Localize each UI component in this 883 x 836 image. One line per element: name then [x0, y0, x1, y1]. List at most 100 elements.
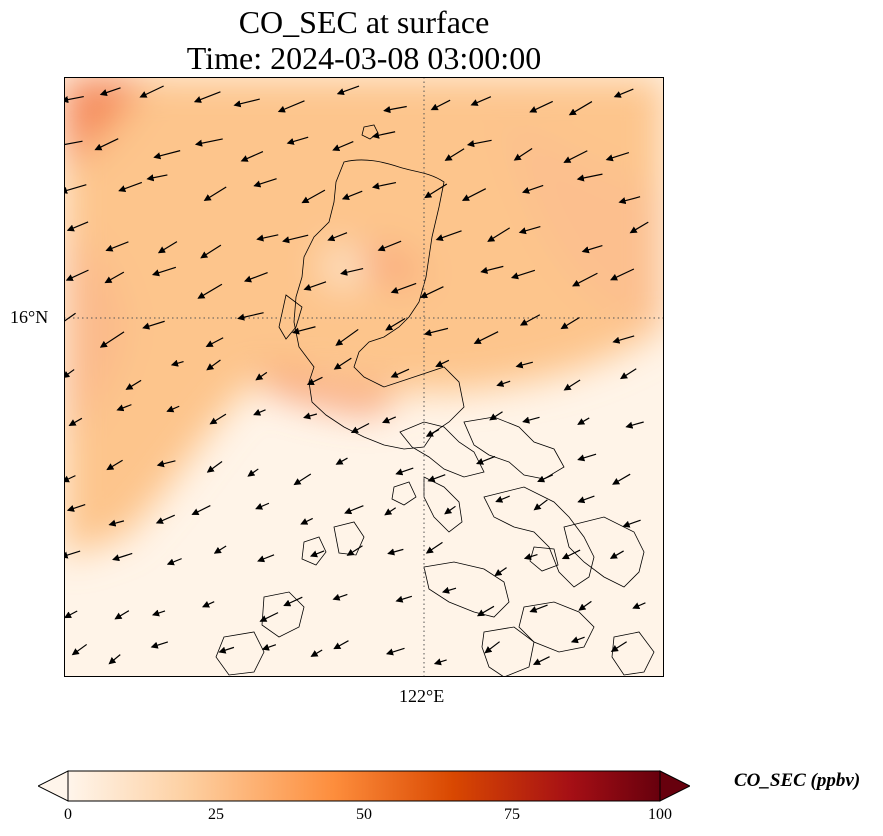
lat-tick-label: 16°N: [10, 307, 49, 327]
wind-arrow: [291, 326, 316, 335]
wind-arrow: [209, 413, 227, 425]
wind-arrow: [529, 100, 553, 113]
wind-arrow: [425, 541, 443, 554]
wind-arrow: [610, 268, 635, 281]
wind-arrow: [487, 227, 510, 242]
wind-arrow: [71, 643, 88, 656]
wind-arrow: [99, 331, 125, 348]
wind-arrow: [420, 286, 444, 298]
wind-arrow: [578, 600, 592, 611]
colorbar-tick: 25: [208, 806, 224, 823]
wind-arrow: [283, 596, 303, 607]
colorbar-gradient: [67, 770, 661, 802]
wind-arrow: [533, 499, 548, 511]
wind-arrow: [495, 495, 510, 503]
wind-arrow: [461, 188, 487, 201]
wind-arrow: [529, 604, 548, 613]
wind-arrow: [303, 412, 318, 420]
wind-arrow: [622, 519, 641, 528]
gridlines: [64, 77, 664, 677]
wind-arrow: [213, 545, 227, 554]
wind-arrow: [350, 422, 370, 434]
map-panel: [64, 77, 664, 677]
wind-arrow: [170, 359, 184, 367]
wind-arrow: [99, 87, 121, 96]
wind-arrow: [146, 174, 168, 182]
wind-arrow: [444, 505, 456, 515]
wind-arrow: [66, 221, 89, 232]
wind-arrow: [301, 189, 326, 204]
wind-arrow: [166, 405, 180, 413]
wind-arrow: [510, 269, 536, 280]
wind-arrow: [395, 595, 413, 603]
wind-arrow: [383, 105, 407, 114]
wind-arrow: [515, 361, 533, 369]
wind-arrow: [605, 151, 630, 162]
wind-arrow: [206, 461, 223, 473]
wind-arrow: [286, 136, 309, 145]
wind-arrow: [371, 131, 396, 139]
wind-arrow: [423, 327, 449, 337]
wind-arrow: [142, 320, 165, 330]
wind-arrow: [576, 173, 603, 182]
wind-arrow: [371, 181, 397, 190]
wind-arrow: [563, 379, 581, 391]
wind-arrow: [306, 376, 323, 386]
wind-arrow: [218, 646, 235, 654]
wind-arrow: [166, 558, 182, 566]
wind-arrow: [572, 272, 598, 287]
wind-arrow: [240, 151, 264, 162]
wind-arrow: [64, 369, 75, 379]
wind-arrow: [390, 368, 410, 378]
wind-arrow: [303, 281, 327, 291]
wind-arrow: [519, 314, 541, 326]
wind-arrow: [480, 265, 504, 274]
map-title: CO_SEC at surface: [238, 4, 490, 40]
map-time-subtitle: Time: 2024-03-08 03:00:00: [186, 40, 542, 76]
wind-arrow: [346, 545, 363, 556]
wind-arrow: [116, 404, 132, 412]
wind-arrow: [484, 641, 500, 654]
wind-arrow: [341, 190, 363, 200]
wind-arrow: [390, 282, 417, 294]
wind-arrow: [521, 184, 544, 194]
wind-arrow: [106, 459, 123, 471]
wind-arrow: [470, 96, 492, 106]
map-frame: [64, 77, 664, 677]
wind-arrow: [532, 656, 550, 665]
wind-arrow: [473, 331, 499, 344]
wind-arrow: [153, 150, 181, 160]
wind-arrow: [441, 586, 457, 594]
wind-arrow: [476, 605, 495, 617]
colorbar-max-extend: [659, 770, 690, 802]
wind-arrow: [202, 600, 215, 608]
wind-arrow: [430, 99, 451, 111]
wind-arrow: [385, 318, 406, 331]
wind-arrow: [68, 417, 83, 426]
wind-arrow: [395, 467, 414, 476]
wind-arrow: [243, 271, 268, 283]
wind-arrow: [197, 283, 223, 299]
wind-arrow: [108, 654, 121, 665]
wind-arrow: [253, 178, 277, 188]
wind-arrow: [384, 507, 397, 516]
wind-arrow: [64, 140, 83, 146]
wind-arrow: [435, 359, 450, 367]
wind-arrow: [253, 408, 266, 416]
wind-arrow: [255, 371, 268, 381]
wind-arrow: [336, 85, 360, 96]
wind-arrow: [104, 271, 125, 284]
wind-arrow: [150, 641, 169, 649]
wind-arrow: [333, 640, 349, 650]
wind-arrow: [151, 266, 177, 277]
wind-arrow: [64, 184, 87, 194]
wind-arrow: [560, 317, 580, 330]
wind-arrow: [466, 139, 492, 148]
wind-arrow: [496, 380, 511, 387]
wind-arrow: [66, 504, 86, 512]
wind-arrow: [385, 647, 405, 656]
wind-arrow: [561, 549, 581, 560]
wind-arrow: [193, 91, 221, 103]
wind-arrow: [282, 234, 309, 244]
wind-arrow: [577, 495, 595, 504]
